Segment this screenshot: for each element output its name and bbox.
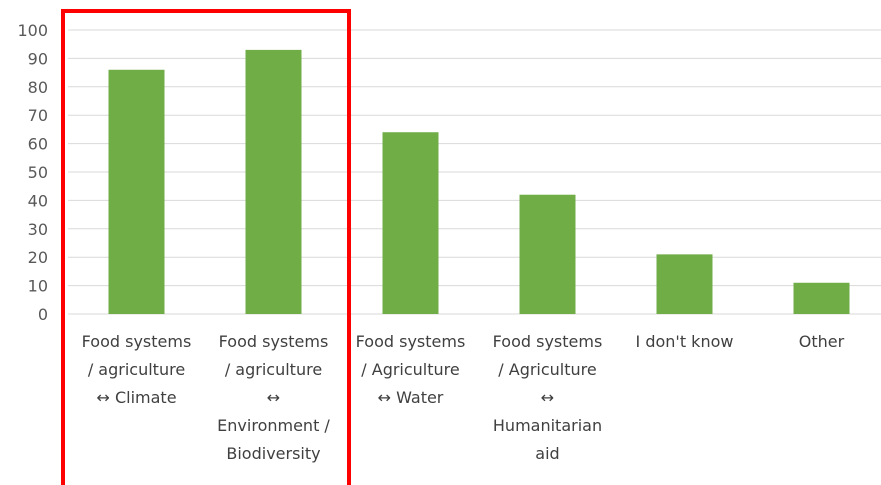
x-category-label-line: Environment / <box>217 416 330 435</box>
x-category-label-line: Food systems <box>219 332 329 351</box>
bar <box>245 49 302 314</box>
x-category-label: Food systems / agriculture ↔ Environment / B… <box>217 332 330 463</box>
x-category-label-line: Other <box>799 332 845 351</box>
bar <box>519 194 576 314</box>
x-category-label-line: aid <box>535 444 559 463</box>
x-category-label-line: / agriculture <box>88 360 185 379</box>
x-category-label-line: I don't know <box>636 332 734 351</box>
x-category-label: Food systems / agriculture ↔ Climate <box>82 332 192 407</box>
x-category-label-line: ↔ <box>541 388 554 407</box>
bar <box>382 132 439 314</box>
x-category-label: Food systems / Agriculture ↔ Water <box>356 332 466 407</box>
bar <box>656 254 713 314</box>
y-tick-label: 40 <box>28 191 48 210</box>
y-tick-label: 80 <box>28 78 48 97</box>
x-category-label-line: Food systems <box>493 332 603 351</box>
bar <box>108 69 165 314</box>
x-category-label-line: Humanitarian <box>493 416 602 435</box>
x-category-label-line: Food systems <box>356 332 466 351</box>
bar <box>793 282 850 314</box>
gridlines <box>68 29 881 315</box>
x-category-label-line: / agriculture <box>225 360 322 379</box>
y-tick-label: 10 <box>28 277 48 296</box>
x-category-label: I don't know <box>636 332 734 351</box>
y-axis-tick-labels: 0 10 20 30 40 50 60 70 80 90 100 <box>17 21 48 324</box>
y-tick-label: 60 <box>28 135 48 154</box>
x-category-label-line: / Agriculture <box>361 360 459 379</box>
x-category-label-line: ↔ <box>267 388 280 407</box>
y-tick-label: 70 <box>28 106 48 125</box>
bars <box>108 49 850 314</box>
highlight-box-layer <box>61 9 351 485</box>
highlight-box <box>61 9 351 485</box>
y-tick-label: 50 <box>28 163 48 182</box>
x-category-label-line: ↔ Climate <box>96 388 176 407</box>
x-category-label-line: Biodiversity <box>226 444 320 463</box>
x-category-label-line: / Agriculture <box>498 360 596 379</box>
x-category-label: Food systems / Agriculture ↔ Humanitarian ai… <box>493 332 603 463</box>
y-tick-label: 100 <box>17 21 48 40</box>
y-tick-label: 30 <box>28 220 48 239</box>
y-tick-label: 0 <box>38 305 48 324</box>
y-tick-label: 20 <box>28 248 48 267</box>
x-category-label-line: ↔ Water <box>378 388 444 407</box>
x-category-label: Other <box>799 332 845 351</box>
y-tick-label: 90 <box>28 49 48 68</box>
x-category-label-line: Food systems <box>82 332 192 351</box>
